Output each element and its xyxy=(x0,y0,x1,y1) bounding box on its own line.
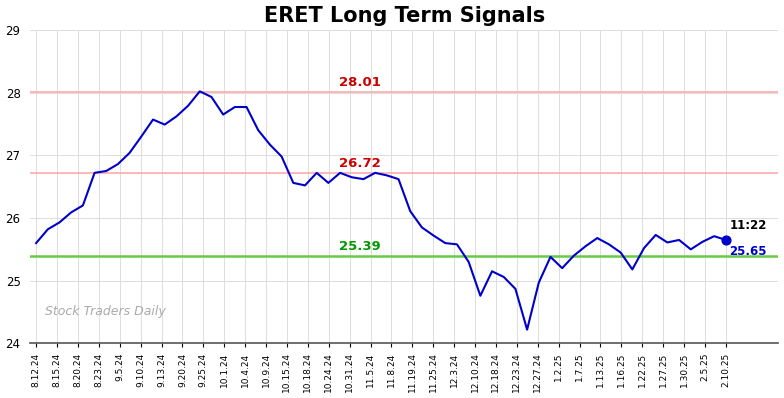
Text: 25.65: 25.65 xyxy=(729,245,767,258)
Text: 25.39: 25.39 xyxy=(339,240,381,253)
Text: 11:22: 11:22 xyxy=(729,219,767,232)
Text: 26.72: 26.72 xyxy=(339,157,381,170)
Title: ERET Long Term Signals: ERET Long Term Signals xyxy=(263,6,545,25)
Point xyxy=(720,237,732,243)
Text: Stock Traders Daily: Stock Traders Daily xyxy=(45,305,166,318)
Text: 28.01: 28.01 xyxy=(339,76,381,89)
